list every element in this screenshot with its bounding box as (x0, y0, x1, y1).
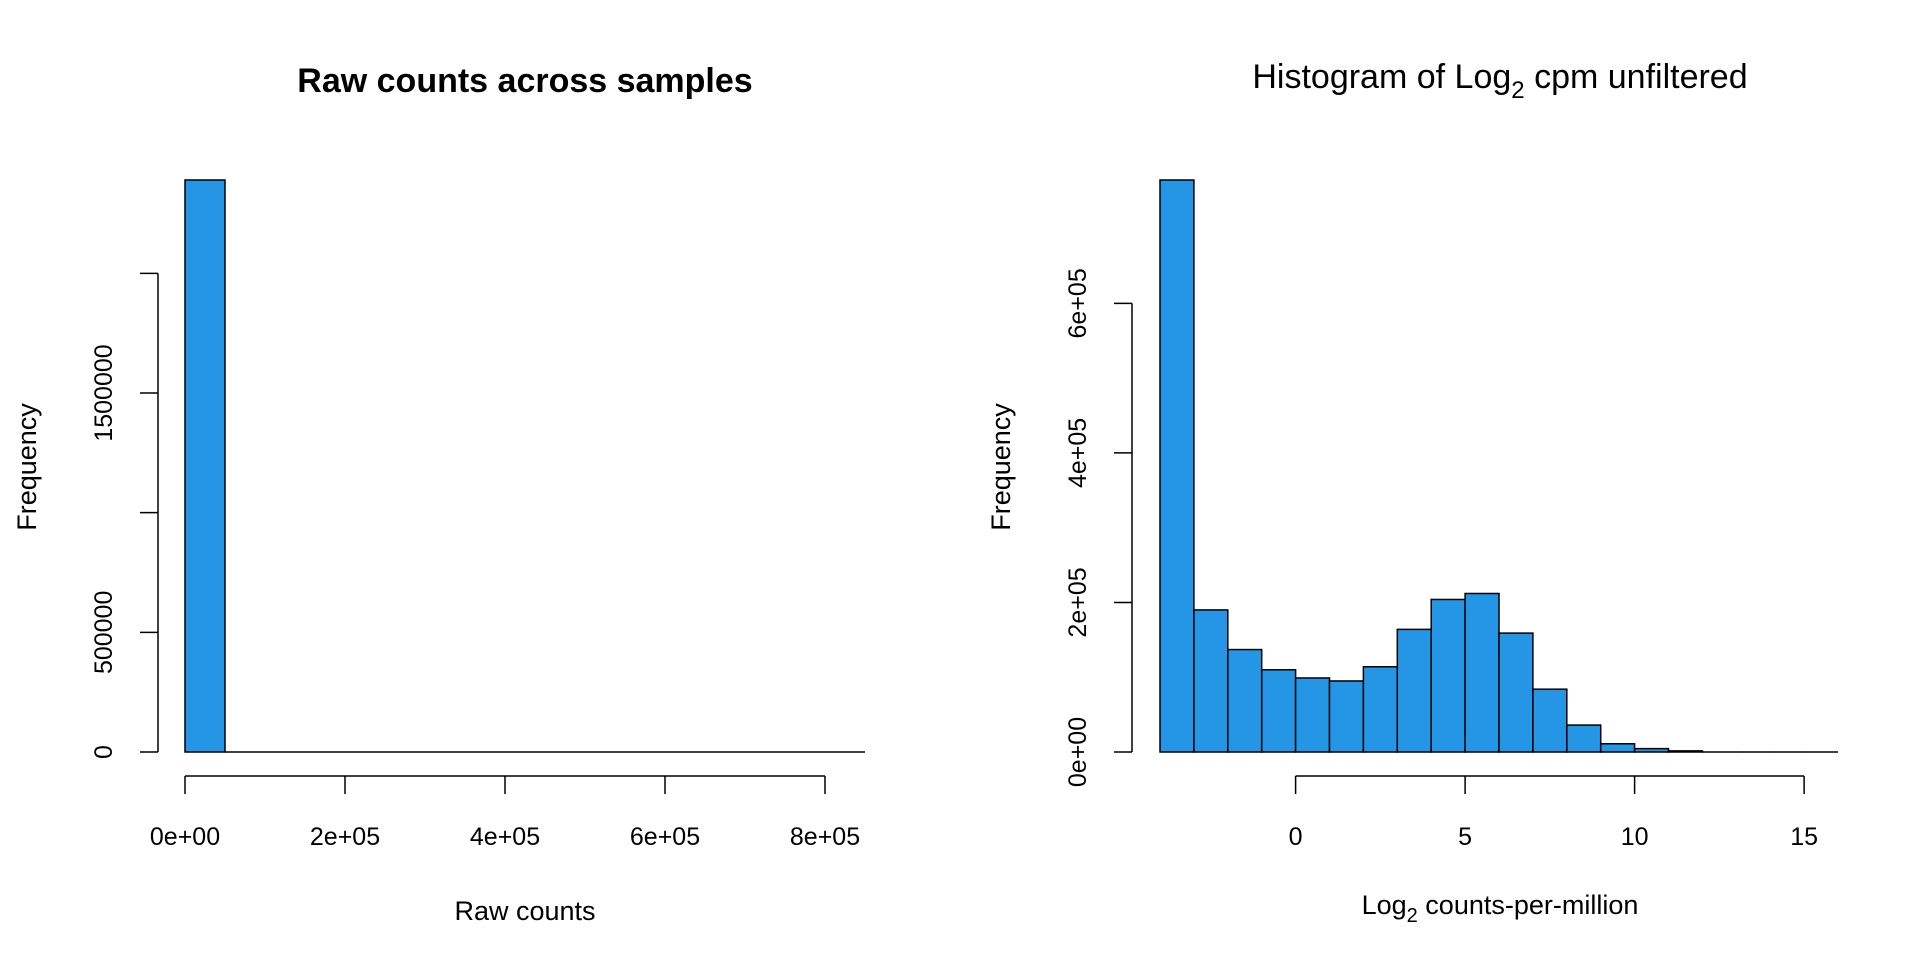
histogram-bar-15 (1667, 750, 1704, 753)
x-tick-label-2: 4e+05 (470, 823, 540, 851)
x-axis: 0 5 10 15 (1289, 775, 1818, 851)
y-tick-label-0: 0e+00 (1064, 717, 1092, 787)
x-tick-label-3: 6e+05 (630, 823, 700, 851)
y-axis-title: Frequency (986, 403, 1016, 531)
x-tick-label-0: 0e+00 (150, 823, 220, 851)
xlabel-text-tail: counts-per-million (1418, 890, 1639, 920)
y-tick-label-2: 4e+05 (1064, 418, 1092, 488)
histogram-bar-11 (1532, 688, 1568, 753)
xlabel-subscript: 2 (1407, 905, 1418, 927)
histogram-bar-12 (1566, 724, 1602, 753)
histogram-bar-0 (1159, 179, 1195, 753)
x-axis: 0e+00 2e+05 4e+05 6e+05 8e+05 (150, 775, 860, 851)
histogram-bar-0 (184, 179, 226, 753)
histogram-bar-9 (1464, 592, 1500, 753)
histogram-bar-13 (1599, 743, 1636, 753)
y-axis: 0 500000 1500000 (90, 272, 159, 759)
x-tick-label-2: 10 (1621, 823, 1649, 851)
y-tick-label-0: 0 (90, 745, 118, 759)
title-subscript: 2 (1511, 77, 1524, 104)
chart-title: Histogram of Log2 cpm unfiltered (1252, 58, 1747, 104)
x-axis-title: Log2 counts-per-million (1362, 890, 1639, 927)
histogram-bar-2 (1227, 648, 1263, 753)
y-tick-label-1: 2e+05 (1064, 567, 1092, 637)
histogram-bar-4 (1294, 677, 1331, 753)
x-tick-label-0: 0 (1289, 823, 1303, 851)
y-tick-label-3: 6e+05 (1064, 268, 1092, 338)
bars (1159, 179, 1838, 753)
histogram-bar-3 (1260, 669, 1297, 753)
histogram-bar-5 (1328, 680, 1365, 753)
histogram-bar-1 (1193, 609, 1229, 753)
x-tick-label-4: 8e+05 (790, 823, 860, 851)
log-cpm-histogram: Histogram of Log2 cpm unfiltered Log2 co… (986, 58, 1838, 927)
histogram-bar-6 (1362, 666, 1399, 753)
x-axis-title: Raw counts (454, 896, 595, 926)
x-tick-label-1: 2e+05 (310, 823, 380, 851)
histogram-bar-10 (1498, 632, 1534, 753)
raw-counts-histogram: Raw counts across samples Raw counts Fre… (12, 62, 865, 926)
histogram-bar-8 (1430, 598, 1466, 753)
y-axis: 0e+00 2e+05 4e+05 6e+05 (1064, 268, 1133, 787)
x-tick-label-3: 15 (1790, 823, 1818, 851)
y-tick-label-1: 500000 (90, 591, 118, 674)
bars (184, 179, 865, 753)
histogram-bar-7 (1396, 628, 1432, 753)
y-axis-title: Frequency (12, 403, 42, 531)
x-tick-label-1: 5 (1458, 823, 1472, 851)
chart-title: Raw counts across samples (297, 62, 752, 100)
title-text: Histogram of Log (1252, 58, 1511, 96)
title-text-tail: cpm unfiltered (1525, 58, 1748, 96)
xlabel-text: Log (1362, 890, 1407, 920)
y-tick-label-3: 1500000 (90, 344, 118, 441)
histogram-bar-14 (1633, 747, 1670, 753)
